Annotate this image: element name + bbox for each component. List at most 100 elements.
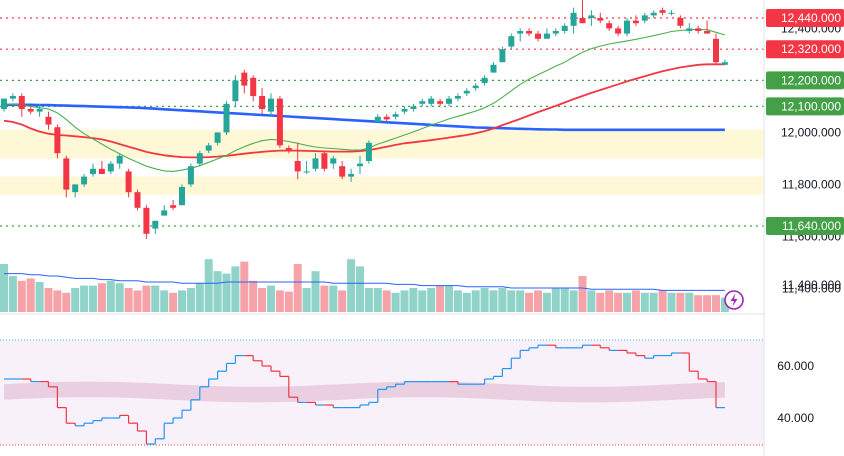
volume-bar [578, 276, 587, 312]
candle [152, 220, 159, 234]
candle [161, 205, 168, 216]
candle [454, 93, 461, 102]
candle-body [428, 98, 435, 104]
candle-body [205, 145, 212, 151]
candle [72, 184, 79, 198]
volume-bar [275, 290, 284, 312]
candle-body [668, 12, 675, 14]
candle-body [72, 184, 79, 193]
candle-body [588, 15, 595, 18]
candle [579, 0, 586, 24]
candle-body [686, 28, 693, 31]
candle-body [81, 176, 88, 185]
ma-slow-line [3, 63, 725, 159]
price-level-tag[interactable]: 11,640.000 [766, 217, 844, 235]
candle [552, 28, 559, 37]
price-axis[interactable]: 12,400.00012,000.00011,800.00011,600.000… [763, 0, 844, 456]
candle-body [437, 101, 444, 104]
volume-bar [293, 264, 302, 312]
volume-bar [222, 273, 231, 312]
volume-bar [284, 291, 293, 312]
candle-body [392, 114, 399, 117]
candle [713, 33, 719, 65]
volume-bar [80, 285, 89, 312]
candle-body [552, 31, 559, 34]
candle-body [659, 10, 666, 13]
volume-bar [204, 259, 213, 312]
volume-bar [133, 290, 142, 312]
price-panel[interactable] [0, 0, 764, 239]
volume-bar [320, 285, 329, 312]
candle [27, 106, 34, 115]
volume-bar [694, 295, 703, 312]
volume-bar [178, 290, 186, 312]
volume-bar [338, 290, 347, 312]
volume-bar [712, 295, 720, 312]
candle [339, 161, 346, 180]
candle [650, 10, 657, 18]
volume-bar [53, 290, 62, 312]
volume-bar [0, 264, 8, 312]
lightning-icon-bolt [730, 293, 738, 307]
candle [677, 15, 684, 29]
volume-bar [160, 290, 169, 312]
candle [472, 83, 479, 91]
price-level-tag-label: 12,200.000 [781, 73, 841, 87]
candle [668, 10, 675, 16]
support-zone [0, 129, 764, 159]
volume-bar [347, 259, 356, 312]
price-level-tag-bg [766, 40, 844, 59]
candle-body [374, 116, 381, 122]
candle [303, 161, 310, 174]
candle-body [579, 18, 586, 24]
candle-body [9, 96, 16, 99]
candle-body [63, 158, 70, 190]
candle [704, 20, 711, 34]
candle [570, 7, 577, 34]
candle [410, 103, 417, 112]
volume-bar [8, 276, 17, 312]
volume-bar [703, 295, 712, 312]
candle-body [499, 49, 506, 63]
price-level-tag[interactable]: 12,100.000 [766, 97, 844, 116]
volume-bar [436, 285, 445, 312]
candle [543, 28, 550, 39]
candle-body [561, 25, 568, 31]
candle [232, 75, 239, 107]
price-level-tag[interactable]: 12,320.000 [766, 40, 844, 59]
volume-bar [676, 292, 685, 312]
candle [597, 12, 604, 24]
candle-body [1, 98, 7, 109]
volume-bar [44, 288, 53, 312]
volume-panel[interactable] [0, 259, 844, 315]
price-level-tag-bg [766, 71, 844, 90]
candle [508, 33, 515, 50]
candle [179, 184, 185, 206]
candle [81, 174, 88, 187]
volume-bar [658, 290, 667, 312]
candle-body [90, 168, 96, 174]
price-level-tag-label: 12,440.000 [781, 11, 841, 25]
candle [134, 189, 141, 211]
candle-body [107, 163, 114, 172]
candle [348, 168, 355, 182]
volume-bar [605, 290, 614, 312]
volume-bar [525, 292, 534, 312]
candle [54, 124, 61, 159]
price-level-tag[interactable]: 12,200.000 [766, 71, 844, 90]
candle-body [481, 77, 488, 83]
volume-bar [169, 292, 178, 312]
candle-body [303, 171, 310, 173]
oscillator-tick-label: 60.000 [777, 359, 814, 373]
candle-body [321, 153, 328, 169]
volume-bar [427, 288, 436, 312]
candle [268, 93, 274, 117]
oscillator-panel[interactable] [0, 339, 764, 446]
volume-bar [356, 266, 364, 312]
price-level-tag[interactable]: 12,440.000 [766, 9, 844, 27]
volume-bar [258, 288, 267, 312]
lightning-icon[interactable] [724, 290, 744, 310]
candle-body [508, 36, 515, 47]
volume-bar [249, 280, 258, 312]
